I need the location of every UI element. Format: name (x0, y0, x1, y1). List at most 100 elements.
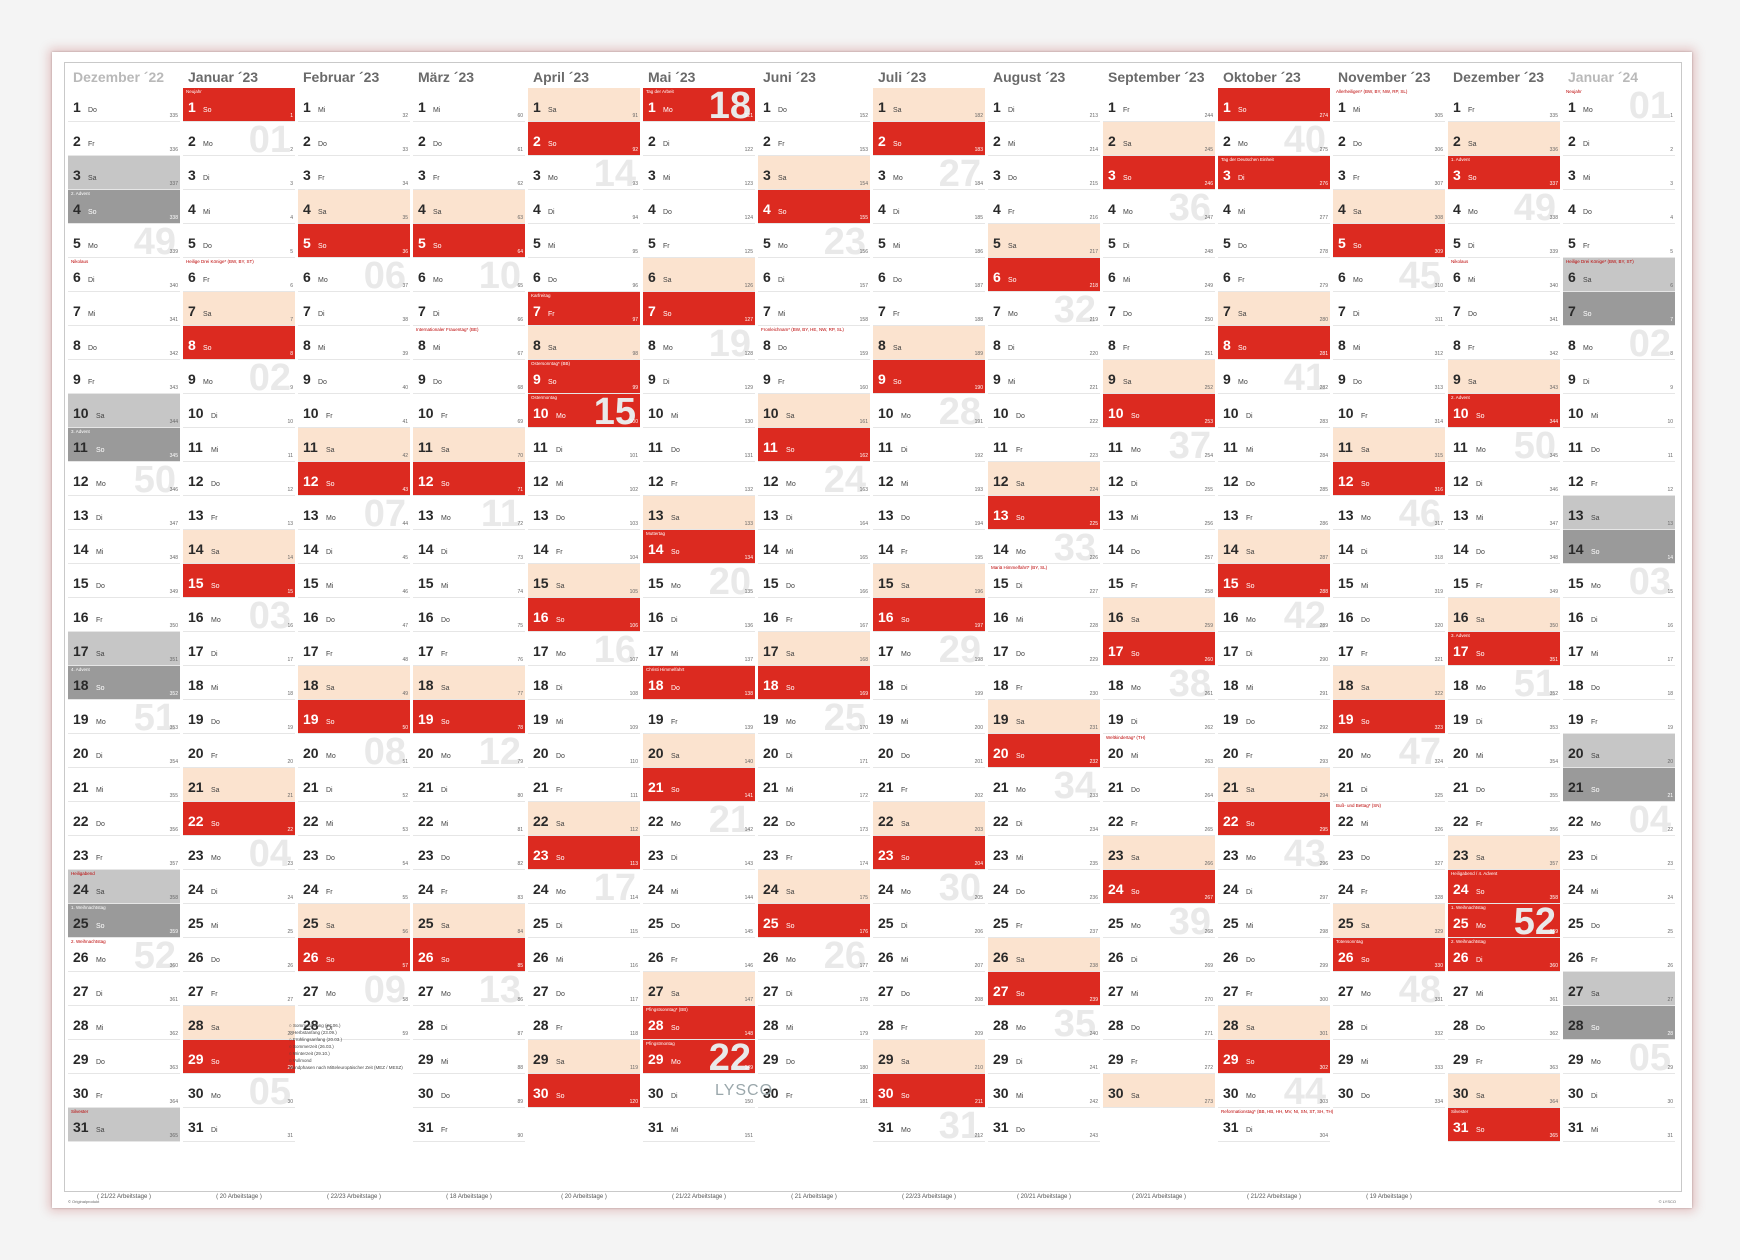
day-cell: 10 So 344 2. Advent (1448, 394, 1560, 428)
weekday-label: Mi (441, 821, 449, 828)
day-cell: 5 So 36 (298, 224, 410, 258)
weekday-label: Mi (556, 481, 564, 488)
day-of-year: 221 (1089, 385, 1098, 391)
day-of-year: 303 (1319, 1099, 1328, 1105)
weekday-label: So (433, 243, 442, 250)
weekday-label: Di (1246, 889, 1253, 896)
day-of-year: 144 (744, 895, 753, 901)
weekday-label: Fr (1361, 889, 1368, 896)
day-cell: 20 So 232 (988, 734, 1100, 768)
day-cell: 1 So 1 Neujahr (183, 88, 295, 122)
day-of-year: 316 (1434, 487, 1443, 493)
weekday-label: Fr (211, 515, 218, 522)
day-cell: 21 Di 80 (413, 768, 525, 802)
day-number: 19 (533, 711, 549, 727)
day-of-year: 281 (1319, 351, 1328, 357)
working-days: ( 22/23 Arbeitstage ) (901, 1194, 957, 1200)
weekday-label: Do (893, 277, 902, 284)
week-number: 29 (938, 629, 981, 671)
weekday-label: Mi (96, 787, 104, 794)
day-cell: 6 Fr 279 (1218, 258, 1330, 292)
month-title: Mai ´23 (648, 69, 696, 85)
weekday-label: Di (441, 549, 448, 556)
day-number: 29 (1223, 1051, 1239, 1067)
weekday-label: Mo (893, 175, 903, 182)
day-cell: 28 Sa 28 (183, 1006, 295, 1040)
weekday-label: Sa (96, 413, 105, 420)
weekday-label: Fr (671, 719, 678, 726)
day-number: 23 (188, 847, 204, 863)
day-cell: 18 Mi 291 (1218, 666, 1330, 700)
day-cell: 21 22 Mo 142 (643, 801, 755, 839)
day-cell: 26 Di 360 2. Weihnachtstag (1448, 938, 1560, 972)
day-of-year: 158 (859, 317, 868, 323)
day-number: 3 (418, 167, 426, 183)
day-of-year: 153 (859, 147, 868, 153)
weekday-label: Mo (1361, 515, 1371, 522)
day-number: 21 (1338, 779, 1354, 795)
weekday-label: Fr (211, 753, 218, 760)
day-of-year: 313 (1434, 385, 1443, 391)
day-cell: 7 Di 311 (1333, 292, 1445, 326)
day-of-year: 361 (1549, 997, 1558, 1003)
weekday-label: Di (663, 141, 670, 148)
weekday-label: Di (671, 855, 678, 862)
day-of-year: 6 (290, 283, 293, 289)
day-number: 24 (1568, 881, 1584, 897)
holiday-label: 4. Advent (71, 667, 90, 672)
weekday-label: Di (211, 651, 218, 658)
weekday-label: Sa (96, 1127, 105, 1134)
day-number: 24 (878, 881, 894, 897)
weekday-label: Mo (1123, 209, 1133, 216)
day-of-year: 346 (1549, 487, 1558, 493)
weekday-label: So (901, 617, 910, 624)
day-cell: 31 Mi 31 (1563, 1108, 1675, 1142)
day-number: 3 (878, 167, 886, 183)
weekday-label: Sa (326, 685, 335, 692)
day-cell: 3 So 337 1. Advent (1448, 156, 1560, 190)
month-title: Juni ´23 (763, 69, 816, 85)
weekday-label: Do (203, 243, 212, 250)
day-of-year: 5 (290, 249, 293, 255)
weekday-label: Sa (211, 549, 220, 556)
day-cell: 19 Fr 19 (1563, 700, 1675, 734)
day-of-year: 348 (1549, 555, 1558, 561)
day-number: 21 (763, 779, 779, 795)
day-of-year: 108 (629, 691, 638, 697)
weekday-label: Di (433, 311, 440, 318)
day-cell: 12 20 Mo 79 (413, 733, 525, 771)
month-title: Januar ´23 (188, 69, 259, 85)
weekday-label: Do (786, 821, 795, 828)
weekday-label: Sa (556, 583, 565, 590)
weekday-label: So (1353, 243, 1362, 250)
weekday-label: So (96, 685, 105, 692)
day-number: 16 (1338, 609, 1354, 625)
day-number: 20 (1108, 745, 1124, 761)
weekday-label: Sa (671, 515, 680, 522)
day-of-year: 364 (1549, 1099, 1558, 1105)
day-of-year: 64 (517, 249, 523, 255)
day-of-year: 22 (1667, 827, 1673, 833)
day-cell: 27 Mi 361 (1448, 972, 1560, 1006)
day-number: 25 (533, 915, 549, 931)
week-number: 30 (938, 867, 981, 909)
day-number: 26 (648, 949, 664, 965)
week-number: 44 (1283, 1071, 1326, 1113)
weekday-label: Mi (1246, 923, 1254, 930)
day-of-year: 21 (1667, 793, 1673, 799)
day-cell: 21 Di 325 (1333, 768, 1445, 802)
day-cell: 5 Do 278 (1218, 224, 1330, 258)
weekday-label: Mo (1591, 583, 1601, 590)
day-number: 15 (303, 575, 319, 591)
day-of-year: 53 (402, 827, 408, 833)
day-number: 5 (763, 235, 771, 251)
day-number: 15 (533, 575, 549, 591)
day-cell: 8 Do 159 Fronleichnam* (BW, BY, HE, NW, RP,… (758, 326, 870, 360)
day-of-year: 275 (1319, 147, 1328, 153)
day-cell: 22 So 22 (183, 802, 295, 836)
weekday-label: Do (1008, 175, 1017, 182)
weekday-label: Mo (211, 617, 221, 624)
month-column: Juni ´23 1 Do 152 2 Fr 153 3 Sa 154 4 So 155 23 5 Mo 156… (758, 64, 873, 1200)
day-of-year: 19 (287, 725, 293, 731)
day-of-year: 223 (1089, 453, 1098, 459)
